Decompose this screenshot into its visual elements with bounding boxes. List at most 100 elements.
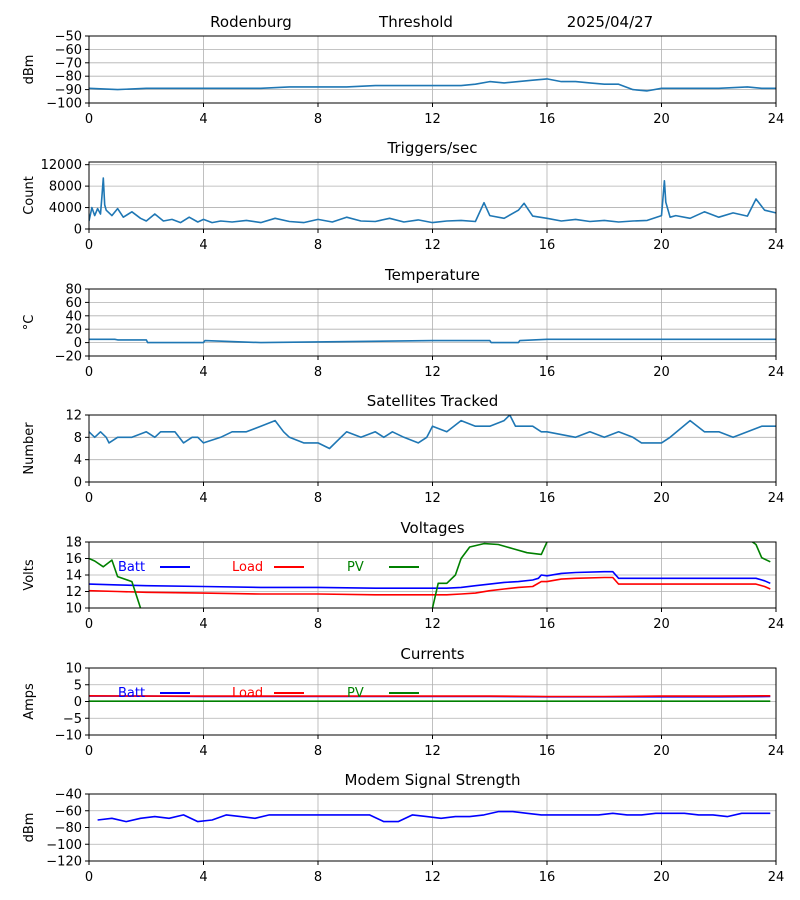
x-tick-label: 20 [653, 112, 670, 127]
chart-panel-currents: 0 4 8 12 16 20 24 −10 −5 0 510 Currents Amps Batt Load… [22, 645, 784, 759]
x-tick-label: 24 [768, 617, 785, 632]
x-tick-label: 16 [539, 870, 556, 885]
x-tick-label: 0 [85, 617, 93, 632]
y-axis-label: Volts [22, 559, 37, 591]
x-tick-label: 20 [653, 870, 670, 885]
x-tick-label: 16 [539, 112, 556, 127]
x-tick-label: 4 [199, 744, 207, 759]
x-tick-label: 12 [424, 365, 441, 380]
y-tick-label: −90 [55, 83, 82, 98]
x-tick-label: 12 [424, 617, 441, 632]
x-tick-label: 16 [539, 491, 556, 506]
x-tick-label: 4 [199, 870, 207, 885]
x-tick-label: 20 [653, 365, 670, 380]
y-tick-label: 0 [74, 476, 82, 491]
y-tick-label: 10 [65, 602, 82, 617]
x-tick-label: 20 [653, 491, 670, 506]
chart-panel-triggers: 0 4 8 12 16 20 24 0 4000 8000 12000 Triggers/sec Cou… [22, 139, 784, 253]
y-tick-label: 12 [65, 409, 82, 424]
x-tick-label: 4 [199, 365, 207, 380]
y-tick-label: 20 [65, 323, 82, 338]
y-tick-label: 8000 [49, 180, 82, 195]
header-center-title: Threshold [378, 13, 453, 31]
y-axis-label: dBm [22, 813, 37, 843]
x-tick-label: 12 [424, 491, 441, 506]
y-tick-label: −60 [55, 43, 82, 58]
y-tick-label: −60 [55, 804, 82, 819]
legend-label-load: Load [232, 560, 263, 575]
chart-title: Triggers/sec [387, 139, 478, 157]
x-tick-label: 16 [539, 365, 556, 380]
y-tick-label: −120 [46, 855, 82, 870]
y-tick-label: −100 [46, 838, 82, 853]
legend-label-pv: PV [347, 560, 364, 575]
y-tick-label: 80 [65, 283, 82, 298]
x-tick-label: 12 [424, 870, 441, 885]
x-tick-label: 0 [85, 238, 93, 253]
x-tick-label: 24 [768, 112, 785, 127]
x-tick-label: 4 [199, 238, 207, 253]
x-tick-label: 16 [539, 744, 556, 759]
chart-title: Voltages [400, 519, 464, 537]
series-line-threshold [89, 78, 776, 92]
y-tick-label: 14 [65, 569, 82, 584]
x-tick-label: 4 [199, 112, 207, 127]
y-tick-label: −10 [55, 729, 82, 744]
x-tick-label: 0 [85, 365, 93, 380]
x-tick-label: 24 [768, 238, 785, 253]
chart-title: Modem Signal Strength [345, 771, 521, 789]
x-tick-label: 12 [424, 744, 441, 759]
x-tick-label: 24 [768, 365, 785, 380]
y-tick-label: 4 [74, 453, 82, 468]
x-tick-label: 16 [539, 617, 556, 632]
x-tick-label: 8 [314, 365, 322, 380]
y-axis-label: °C [22, 315, 37, 331]
y-tick-label: 0 [74, 695, 82, 710]
y-tick-label: 40 [65, 309, 82, 324]
header-station: Rodenburg [210, 13, 292, 31]
series-line-load [89, 694, 771, 698]
chart-title: Satellites Tracked [367, 392, 498, 410]
y-axis-label: Number [22, 422, 37, 475]
y-tick-label: −20 [55, 350, 82, 365]
x-tick-label: 0 [85, 491, 93, 506]
y-tick-label: 8 [74, 431, 82, 446]
legend-label-pv: PV [347, 686, 364, 701]
x-tick-label: 12 [424, 238, 441, 253]
series-line-pv [431, 542, 549, 608]
chart-title: Currents [400, 645, 464, 663]
series-line-load [89, 576, 771, 596]
y-axis-label: Count [22, 176, 37, 215]
legend-label-batt: Batt [118, 686, 145, 701]
x-tick-label: 8 [314, 112, 322, 127]
y-tick-label: 18 [65, 536, 82, 551]
x-tick-label: 8 [314, 744, 322, 759]
y-tick-label: 60 [65, 296, 82, 311]
x-tick-label: 4 [199, 491, 207, 506]
y-tick-label: 0 [74, 223, 82, 238]
series-line-triggers [89, 177, 776, 224]
y-tick-label: −80 [55, 821, 82, 836]
x-tick-label: 24 [768, 744, 785, 759]
y-tick-label: 12 [65, 585, 82, 600]
header-date: 2025/04/27 [567, 13, 653, 31]
chart-title: Temperature [384, 266, 480, 284]
legend-label-batt: Batt [118, 560, 145, 575]
x-tick-label: 8 [314, 870, 322, 885]
x-tick-label: 20 [653, 238, 670, 253]
series-line-satellites [89, 415, 776, 450]
x-tick-label: 0 [85, 112, 93, 127]
x-tick-label: 4 [199, 617, 207, 632]
x-tick-label: 24 [768, 870, 785, 885]
x-tick-label: 20 [653, 744, 670, 759]
series-line-modem [97, 810, 771, 823]
x-tick-label: 12 [424, 112, 441, 127]
y-axis-label: dBm [22, 55, 37, 85]
y-tick-label: 16 [65, 552, 82, 567]
y-tick-label: 0 [74, 336, 82, 351]
x-tick-label: 8 [314, 238, 322, 253]
